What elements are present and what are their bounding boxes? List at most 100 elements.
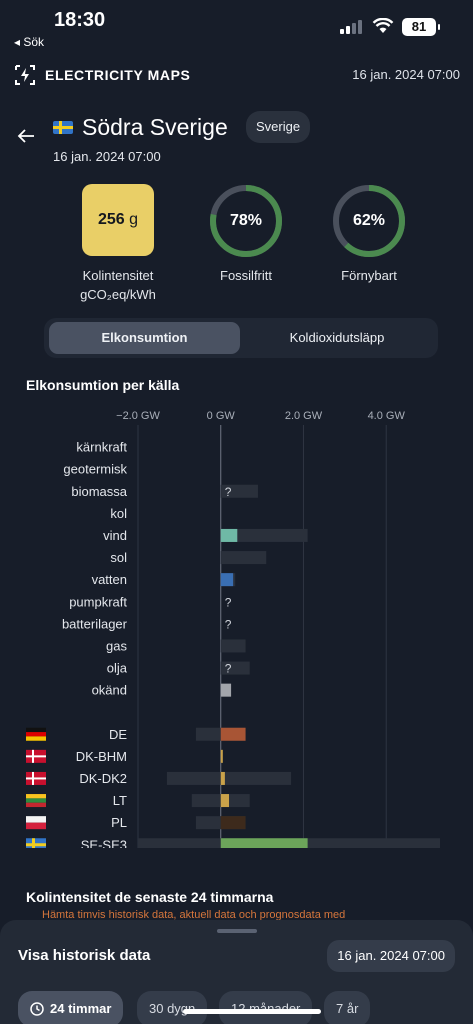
wifi-icon — [372, 18, 394, 33]
tab-consumption[interactable]: Elkonsumtion — [49, 322, 240, 354]
clock-icon — [30, 1002, 44, 1016]
lithuania-flag-icon — [26, 794, 46, 799]
status-time: 18:30 — [54, 9, 106, 31]
consumption-chart: −2.0 GW 0 GW 2.0 GW 4.0 GW kärnkraft geotermi… — [0, 398, 473, 848]
zone-header: Södra Sverige Sverige 16 jan. 2024 07:00 — [0, 108, 473, 168]
source-label: okänd — [92, 683, 127, 698]
zone-name: Södra Sverige — [82, 114, 228, 140]
carbon-intensity-box[interactable]: 256 g — [82, 184, 154, 256]
tab-emissions[interactable]: Koldioxidutsläpp — [289, 330, 385, 345]
lithuania-flag-icon — [26, 798, 46, 803]
view-toggle: Elkonsumtion Koldioxidutsläpp — [44, 318, 438, 358]
history-title: Kolintensitet de senaste 24 timmarna — [26, 889, 274, 905]
range-30d-button[interactable]: 30 dygn — [137, 991, 208, 1024]
chart-title: Elkonsumtion per källa — [26, 377, 180, 393]
exchange-value-bar — [220, 838, 308, 848]
carbon-intensity-label: Kolintensitet gCO₂eq/kWh — [70, 266, 166, 304]
lithuania-flag-icon — [26, 802, 46, 808]
sheet-drag-handle[interactable] — [217, 929, 257, 933]
germany-flag-icon — [26, 732, 46, 737]
poland-flag-icon — [26, 816, 46, 823]
app-date: 16 jan. 2024 07:00 — [352, 67, 460, 82]
zone-date: 16 jan. 2024 07:00 — [53, 149, 161, 164]
exchange-value-bar — [220, 727, 246, 741]
unknown-marker: ? — [225, 617, 232, 631]
value-bar — [220, 573, 234, 587]
battery-indicator: 81 — [402, 18, 440, 36]
unknown-marker: ? — [225, 485, 232, 499]
exchange-label: DK-DK2 — [79, 771, 127, 786]
fossil-free-value: 78% — [229, 212, 263, 229]
exchange-value-bar — [220, 794, 230, 808]
source-label: gas — [106, 638, 127, 653]
capacity-bar — [220, 661, 250, 675]
fossil-free-ring[interactable]: 78% — [209, 184, 283, 258]
renewable-label: Förnybart — [341, 268, 397, 283]
exchange-label: PL — [111, 815, 127, 830]
range-24h-label: 24 timmar — [50, 1001, 112, 1016]
value-bar — [220, 528, 238, 542]
source-label: vind — [103, 528, 127, 543]
cellular-signal-icon — [340, 20, 366, 34]
capacity-bar — [220, 639, 246, 653]
unknown-marker: ? — [225, 595, 232, 609]
source-label: olja — [107, 661, 128, 676]
back-arrow-icon[interactable] — [17, 128, 35, 144]
poland-flag-icon — [26, 822, 46, 830]
sweden-flag-icon — [26, 838, 46, 848]
exchange-value-bar — [220, 771, 225, 785]
renewable-value: 62% — [352, 212, 386, 229]
germany-flag-icon — [26, 736, 46, 741]
fossil-free-label: Fossilfritt — [220, 268, 272, 283]
country-chip[interactable]: Sverige — [246, 111, 311, 143]
denmark-flag-cross — [26, 755, 46, 758]
carbon-intensity-value: 256 — [97, 211, 125, 228]
history-note[interactable]: Hämta timvis historisk data, aktuell dat… — [42, 909, 346, 921]
status-bar: 18:30 ◂ Sök 81 — [0, 0, 473, 50]
source-label: geotermisk — [63, 462, 127, 477]
electricity-maps-logo-icon — [15, 65, 35, 85]
x-tick-label: 4.0 GW — [368, 410, 406, 422]
exchange-value-bar — [220, 816, 246, 830]
consumption-chart-svg: −2.0 GW 0 GW 2.0 GW 4.0 GW kärnkraft geotermi… — [26, 410, 440, 848]
app-bar: ELECTRICITY MAPS 16 jan. 2024 07:00 — [0, 56, 473, 92]
carbon-intensity-unit: g — [129, 211, 139, 228]
exchange-label: DE — [109, 727, 127, 742]
carbon-intensity-unit-label: gCO₂eq/kWh — [80, 287, 156, 302]
app-title: ELECTRICITY MAPS — [45, 67, 191, 83]
range-24h-button[interactable]: 24 timmar — [18, 991, 124, 1024]
capacity-bar — [220, 484, 258, 498]
home-indicator — [183, 1009, 321, 1014]
unknown-marker: ? — [225, 662, 232, 676]
carbon-intensity-label-line1: Kolintensitet — [82, 268, 154, 283]
source-label: pumpkraft — [69, 594, 127, 609]
x-tick-label: 2.0 GW — [285, 410, 323, 422]
range-7y-button[interactable]: 7 år — [324, 991, 371, 1024]
renewable-ring[interactable]: 62% — [332, 184, 406, 258]
germany-flag-icon — [26, 727, 46, 733]
back-to-search-link[interactable]: ◂ Sök — [14, 35, 45, 49]
source-label: vatten — [92, 572, 127, 587]
x-tick-label: 0 GW — [207, 410, 236, 422]
source-label: batterilager — [62, 616, 128, 631]
source-label: kärnkraft — [76, 440, 127, 455]
sweden-flag-cross — [32, 838, 35, 848]
source-label: sol — [110, 550, 127, 565]
exchange-capacity-bar — [166, 771, 292, 785]
value-bar — [220, 683, 232, 697]
capacity-bar — [220, 528, 308, 542]
capacity-bar — [220, 551, 267, 565]
exchange-label: SE-SE3 — [81, 837, 127, 848]
exchange-value-bar — [220, 749, 223, 763]
sheet-date-chip[interactable]: 16 jan. 2024 07:00 — [327, 940, 455, 972]
range-12m-button[interactable]: 12 månader — [219, 991, 313, 1024]
denmark-flag-cross — [26, 777, 46, 780]
source-label: biomassa — [71, 484, 127, 499]
sweden-flag-icon — [53, 121, 73, 134]
sheet-title: Visa historisk data — [18, 947, 151, 964]
sweden-flag-cross — [26, 843, 46, 847]
source-label: kol — [110, 506, 127, 521]
exchange-label: LT — [113, 793, 127, 808]
exchange-label: DK-BHM — [76, 749, 127, 764]
x-tick-label: −2.0 GW — [116, 410, 160, 422]
